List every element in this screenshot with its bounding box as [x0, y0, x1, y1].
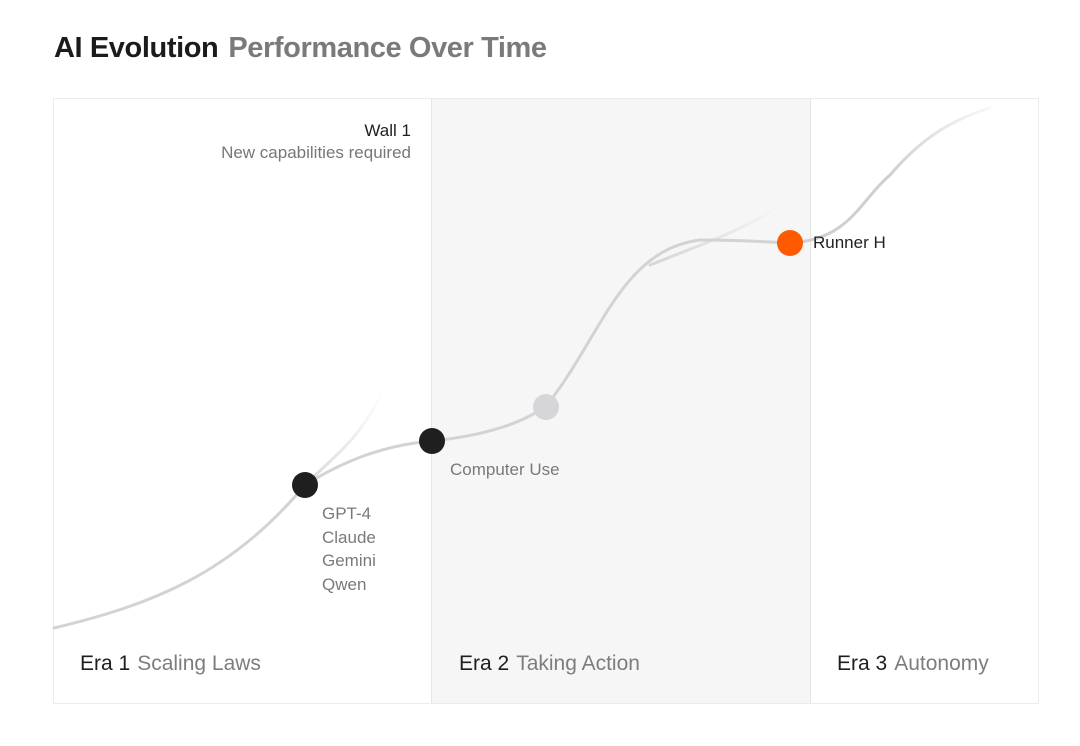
- wall-annotation: Wall 1 New capabilities required: [221, 120, 411, 164]
- milestone-dot-gpt4: [292, 472, 318, 498]
- era-2-background: [432, 99, 811, 703]
- curve-era-1: [52, 439, 434, 630]
- model-label-claude: Claude: [322, 527, 376, 547]
- milestone-dot-computer-use: [533, 394, 559, 420]
- era-2-fade-extension: [648, 203, 782, 267]
- model-label-gemini: Gemini: [322, 551, 376, 570]
- computer-use-label: Computer Use: [450, 460, 560, 479]
- chart-title: AI Evolution Performance Over Time: [54, 32, 547, 65]
- runner-h-label: Runner H: [813, 233, 886, 252]
- era-3-label: Era 3 Autonomy: [837, 652, 989, 676]
- curve-era-3: [788, 106, 992, 245]
- model-label-gpt4: GPT-4: [322, 504, 372, 523]
- era-1-fade-extension: [303, 390, 384, 487]
- era-divider-2: [810, 99, 811, 703]
- era-1-number: Era 1: [80, 652, 131, 675]
- curve-era-2: [430, 238, 792, 443]
- title-subtitle: Performance Over Time: [228, 32, 547, 64]
- era-3-number: Era 3: [837, 652, 888, 675]
- wall-subtitle: New capabilities required: [221, 143, 411, 162]
- era-2-label: Era 2 Taking Action: [459, 652, 640, 676]
- era-2-number: Era 2: [459, 652, 510, 675]
- model-label-qwen: Qwen: [322, 574, 367, 594]
- title-main: AI Evolution: [54, 32, 219, 64]
- era-1-name: Scaling Laws: [137, 652, 261, 675]
- milestone-dot-wall: [419, 428, 445, 454]
- era-divider-1: [431, 99, 432, 703]
- wall-title: Wall 1: [364, 121, 411, 140]
- gpt4-model-list: GPT-4 Claude Gemini Qwen: [322, 502, 376, 596]
- era-3-name: Autonomy: [894, 652, 989, 675]
- era-1-label: Era 1 Scaling Laws: [80, 652, 261, 676]
- era-2-name: Taking Action: [516, 652, 640, 675]
- milestone-dot-runner-h: [777, 230, 803, 256]
